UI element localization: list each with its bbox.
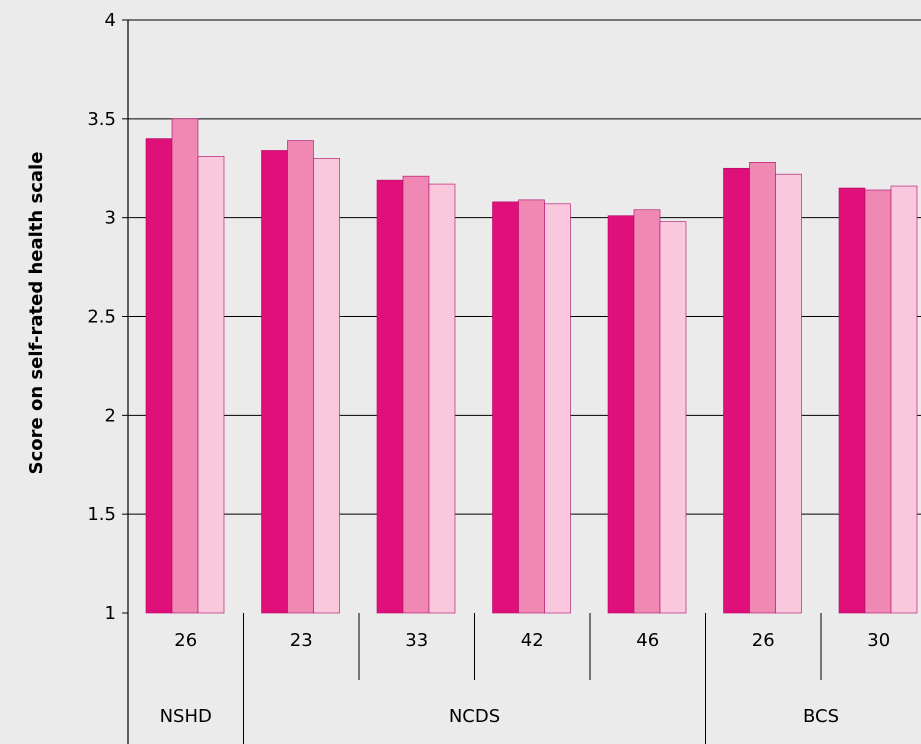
x-category-label: 26 (174, 630, 197, 651)
y-tick-label: 2.5 (87, 307, 116, 328)
bar-1-42 (492, 201, 519, 614)
bar-3-46 (659, 221, 687, 614)
axes (122, 19, 822, 744)
y-tick-label: 3 (105, 208, 116, 229)
bars (145, 118, 918, 614)
bar-2-30 (864, 189, 892, 614)
y-tick-labels: 1 1.5 2 2.5 3 3.5 4 (87, 10, 116, 624)
bar-2-26 (749, 162, 776, 614)
y-tick-label: 3.5 (87, 109, 116, 130)
x-category-label: 42 (521, 630, 544, 651)
bar-3-26 (197, 156, 225, 614)
bar-1-26 (145, 138, 173, 614)
x-group-labels: NSHD NCDS BCS (160, 706, 839, 727)
x-group-label: NCDS (449, 706, 500, 727)
bar-2-46 (633, 209, 661, 614)
x-group-label: BCS (803, 706, 839, 727)
bar-2-23 (287, 140, 314, 614)
x-category-label: 26 (752, 630, 775, 651)
y-tick-label: 2 (105, 405, 116, 426)
bar-1-30 (838, 187, 866, 614)
bar-3-26 (775, 173, 802, 614)
y-tick-label: 4 (105, 10, 116, 31)
bar-1-23 (261, 150, 288, 614)
bar-2-33 (402, 175, 430, 614)
bar-1-46 (607, 215, 635, 614)
x-category-labels: 26 23 33 42 46 26 30 (174, 630, 890, 651)
bar-3-23 (313, 158, 340, 614)
y-axis-label: Score on self-rated health scale (26, 152, 47, 475)
bar-1-26 (723, 167, 750, 614)
x-group-label: NSHD (160, 706, 212, 727)
x-category-label: 46 (636, 630, 659, 651)
bar-2-26 (171, 118, 199, 614)
y-tick-label: 1 (105, 603, 116, 624)
bar-3-42 (544, 203, 571, 614)
bar-2-42 (518, 199, 545, 614)
bar-3-33 (428, 183, 456, 614)
y-tick-label: 1.5 (87, 504, 116, 525)
x-category-label: 33 (405, 630, 428, 651)
bar-3-30 (890, 185, 918, 614)
x-category-label: 30 (867, 630, 890, 651)
x-category-label: 23 (290, 630, 313, 651)
bar-1-33 (376, 179, 404, 614)
